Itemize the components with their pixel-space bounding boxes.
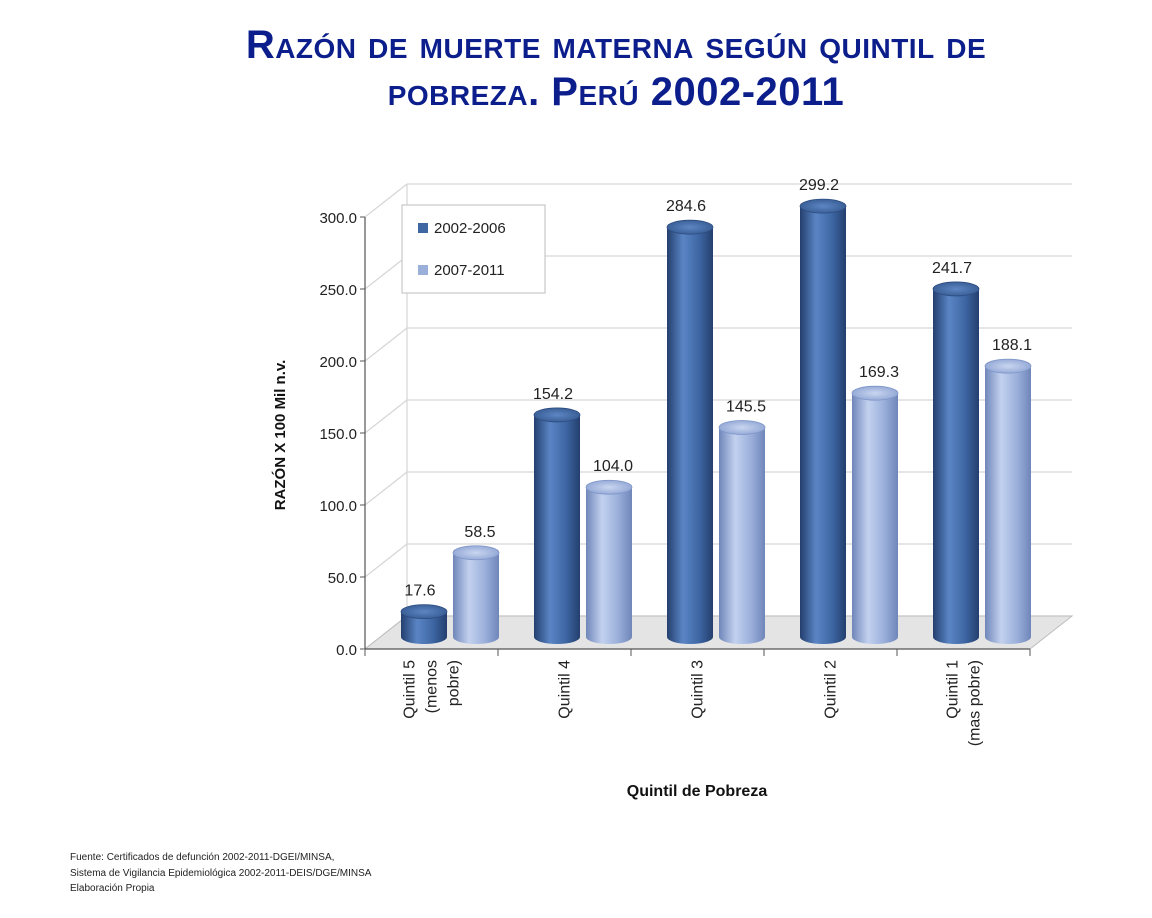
- gridline-side: [364, 543, 408, 578]
- x-tick-label: Quintil 2: [823, 660, 840, 719]
- bar-top: [400, 604, 448, 620]
- chart-title-line-1: Razón de muerte materna según quintil de: [245, 23, 987, 67]
- bar-body: [719, 427, 765, 644]
- y-tick-label: 0.0: [336, 642, 357, 659]
- x-tick-label: pobre): [446, 660, 463, 706]
- bar-top: [984, 358, 1032, 374]
- data-label: 17.6: [404, 583, 435, 600]
- y-tick-label: 50.0: [328, 570, 357, 587]
- x-tick-label: (menos: [424, 660, 441, 713]
- bar: [851, 385, 899, 644]
- bar: [799, 198, 847, 645]
- bar: [452, 545, 500, 644]
- x-tick-label: Quintil 5: [402, 660, 419, 719]
- y-tick-label: 300.0: [319, 210, 357, 227]
- gridline-side: [364, 183, 408, 218]
- legend-swatch: [418, 223, 428, 233]
- bar-top: [533, 407, 581, 423]
- bar-body: [534, 414, 580, 644]
- y-tick-label: 150.0: [319, 426, 357, 443]
- bar-top: [666, 219, 714, 235]
- bar: [533, 407, 581, 644]
- bar-body: [401, 611, 447, 644]
- gridline-side: [364, 399, 408, 434]
- y-axis-title: RAZÓN X 100 Mil n.v.: [271, 360, 289, 511]
- bar-body: [852, 393, 898, 644]
- bar-top: [851, 385, 899, 401]
- legend-label: 2007-2011: [434, 262, 505, 279]
- source-note: Fuente: Certificados de defunción 2002-2…: [70, 850, 371, 897]
- bar: [932, 281, 980, 644]
- bar-body: [985, 366, 1031, 644]
- y-tick-label: 250.0: [319, 282, 357, 299]
- source-line-3: Elaboración Propia: [70, 883, 155, 894]
- data-label: 154.2: [533, 386, 573, 403]
- x-tick-label: Quintil 3: [690, 660, 707, 719]
- data-label: 188.1: [992, 337, 1032, 354]
- x-tick-label: (mas pobre): [967, 660, 984, 746]
- y-tick-label: 200.0: [319, 354, 357, 371]
- legend: 2002-2006 2007-2011: [401, 204, 546, 294]
- bar-top: [452, 545, 500, 561]
- gridline-side: [364, 255, 408, 290]
- data-label: 284.6: [666, 198, 706, 215]
- x-tick-label: Quintil 1: [945, 660, 962, 719]
- gridline-side: [364, 327, 408, 362]
- bar-top: [799, 198, 847, 214]
- legend-label: 2002-2006: [434, 220, 506, 237]
- bar: [984, 358, 1032, 644]
- bar: [666, 219, 714, 644]
- data-label: 299.2: [799, 177, 839, 194]
- bar-body: [586, 487, 632, 644]
- y-tick-label: 100.0: [319, 498, 357, 515]
- bar-top: [585, 479, 633, 495]
- bar-top: [718, 420, 766, 435]
- x-axis-title: Quintil de Pobreza: [627, 783, 768, 800]
- bar-top: [932, 281, 980, 297]
- bar: [718, 420, 766, 644]
- chart-title: Razón de muerte materna según quintil de…: [80, 22, 1152, 116]
- data-label: 241.7: [932, 260, 972, 277]
- source-line-1: Fuente: Certificados de defunción 2002-2…: [70, 852, 335, 863]
- source-line-2: Sistema de Vigilancia Epidemiológica 200…: [70, 867, 372, 879]
- legend-box: [401, 204, 546, 294]
- x-tick-label: Quintil 4: [557, 660, 574, 719]
- data-label: 169.3: [859, 364, 899, 381]
- bar: [400, 604, 448, 644]
- data-label: 145.5: [726, 398, 766, 415]
- bar-body: [667, 227, 713, 644]
- bar-body: [800, 206, 846, 645]
- data-label: 58.5: [464, 524, 495, 541]
- legend-swatch: [418, 265, 428, 275]
- bar: [585, 479, 633, 644]
- chart-title-line-2: pobreza. Perú 2002-2011: [387, 70, 845, 115]
- bar-body: [933, 288, 979, 644]
- gridline-side: [364, 471, 408, 506]
- bar-body: [453, 552, 499, 644]
- data-label: 104.0: [593, 458, 633, 475]
